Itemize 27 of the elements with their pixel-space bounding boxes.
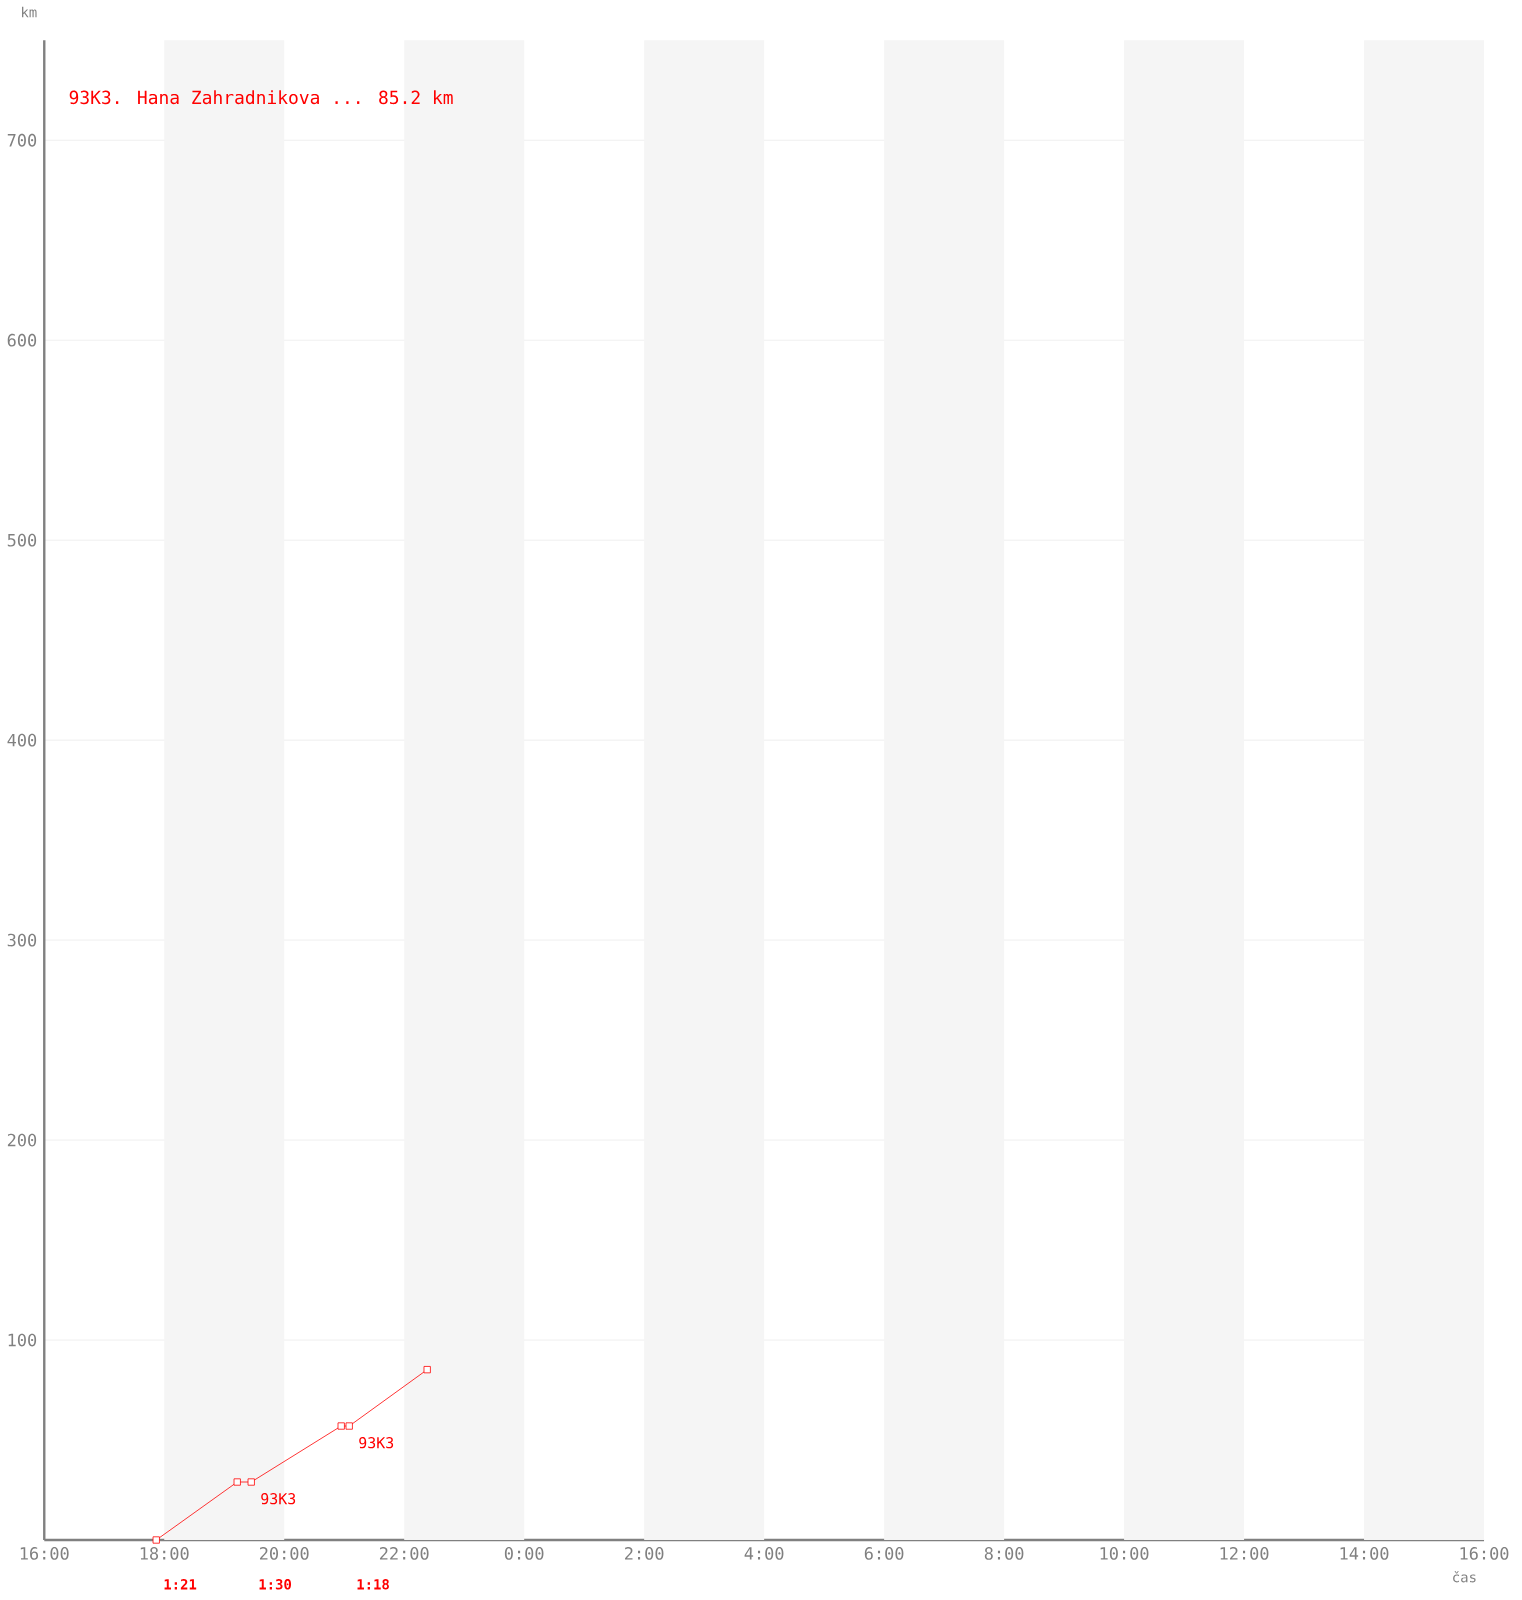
x-tick-label: 10:00	[1100, 1547, 1149, 1560]
x-tick-label: 18:00	[140, 1547, 189, 1560]
x-tick-label: 6:00	[864, 1547, 904, 1560]
point	[345, 1422, 353, 1430]
point	[337, 1422, 345, 1430]
x-tick-label: 12:00	[1220, 1547, 1269, 1560]
point	[233, 1478, 241, 1486]
x-tick-label: 4:00	[744, 1547, 784, 1560]
x-tick-label: 16:00	[1460, 1547, 1509, 1560]
y-tick-label: 700	[7, 133, 36, 147]
y-tick-label: 500	[7, 533, 36, 547]
x-tick-label: 2:00	[624, 1547, 664, 1560]
y-tick-label: 200	[7, 1133, 36, 1147]
text: 93K3. Hana Zahradnikova ... 85.2 km	[69, 90, 453, 105]
y-tick-label: 300	[7, 933, 36, 947]
x-tick-label: 16:00	[20, 1547, 69, 1560]
y-tick-label: 100	[8, 1333, 36, 1347]
point	[247, 1478, 255, 1486]
y-tick-label: 600	[7, 333, 36, 347]
x-tick-label: 20:00	[259, 1547, 309, 1560]
x-tick-label: 14:00	[1340, 1547, 1389, 1560]
x-tick-label: 0:00	[504, 1547, 544, 1560]
x-tick-label: 8:00	[984, 1547, 1024, 1560]
y-tick-label: 400	[7, 733, 36, 747]
x-tick-label: 22:00	[379, 1547, 429, 1560]
point	[423, 1366, 431, 1374]
point	[152, 1536, 160, 1544]
